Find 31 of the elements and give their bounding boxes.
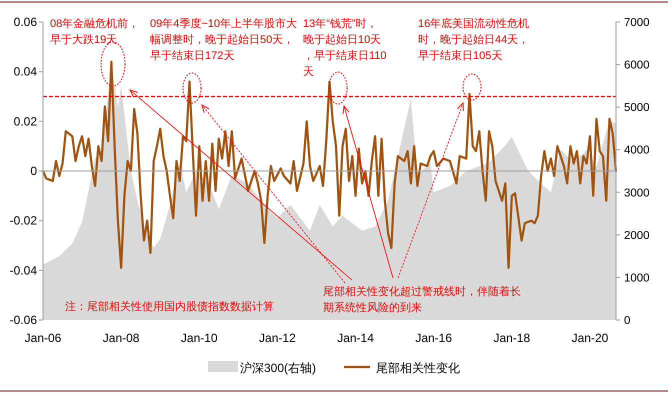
x-tick-label: Jan-12 (259, 331, 296, 345)
x-tick-label: Jan-06 (24, 331, 62, 345)
y2-tick-label: 7000 (624, 17, 650, 29)
y-tick-label: 0.04 (14, 64, 38, 79)
x-tick-label: Jan-18 (493, 331, 530, 345)
y-tick-label: 0.06 (14, 15, 38, 29)
annotation: 注：尾部相关性使用国内股债指数数据计算 (65, 300, 274, 313)
y2-tick-label: 5000 (624, 102, 650, 114)
annotation: 13年“钱荒”时，晚于起始日10天，早于结束日110天 (303, 17, 387, 78)
y2-tick-label: 0 (624, 315, 630, 327)
annotation: 08年金融危机前，早于大跌19天 (50, 18, 140, 46)
y-tick-label: -0.04 (10, 263, 38, 278)
y-tick-label: -0.02 (10, 214, 38, 228)
y2-tick-label: 2000 (624, 230, 650, 242)
x-tick-label: Jan-14 (337, 331, 374, 345)
y-tick-label: 0.02 (14, 114, 38, 128)
annotation: 尾部相关性变化超过警戒线时，伴随着长期系统性风险的到来 (323, 285, 521, 314)
y2-tick-label: 4000 (624, 144, 650, 157)
annotation: 09年4季度~10年上半年股市大幅调整时，晚于起始日50天，早于结束日172天 (150, 17, 298, 62)
x-tick-label: Jan-08 (102, 331, 140, 345)
legend-label: 沪深300(右轴) (240, 361, 316, 375)
legend-label: 尾部相关性变化 (376, 361, 460, 375)
x-tick-label: Jan-20 (572, 331, 609, 345)
y2-tick-label: 3000 (624, 187, 650, 200)
y2-tick-label: 1000 (624, 272, 650, 284)
x-tick-label: Jan-16 (415, 331, 452, 345)
y2-tick-label: 6000 (624, 60, 650, 72)
y-tick-label: 0 (30, 164, 38, 178)
y-tick-label: -0.06 (10, 313, 38, 327)
x-tick-label: Jan-10 (180, 331, 218, 345)
annotation: 16年底美国流动性危机时，晚于起始日44天，早于结束日105天 (418, 17, 530, 62)
